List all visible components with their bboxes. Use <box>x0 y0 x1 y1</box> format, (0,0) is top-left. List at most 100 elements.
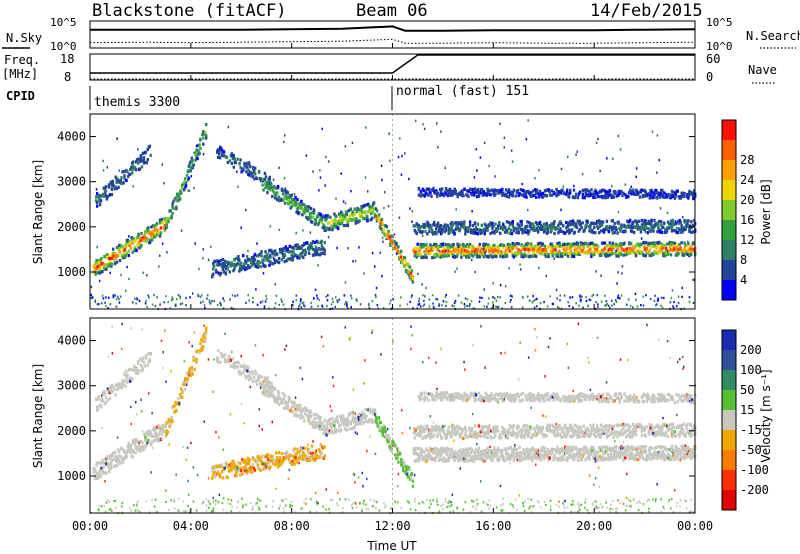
scatter-cell <box>106 455 109 459</box>
scatter-cell <box>553 257 555 260</box>
scatter-cell <box>442 246 446 250</box>
scatter-cell <box>242 254 245 258</box>
scatter-cell <box>142 157 146 161</box>
scatter-cell <box>347 307 349 310</box>
scatter-cell <box>350 297 353 300</box>
scatter-cell <box>277 195 281 199</box>
scatter-cell <box>595 141 598 145</box>
scatter-cell <box>371 205 374 209</box>
scatter-cell <box>645 294 647 297</box>
scatter-cell <box>349 420 352 424</box>
scatter-cell <box>232 269 235 273</box>
scatter-cell <box>186 169 190 173</box>
scatter-cell <box>272 262 275 266</box>
scatter-cell <box>479 190 483 195</box>
freq-left-tick-top: 18 <box>60 52 74 66</box>
scatter-cell <box>295 247 298 251</box>
scatter-cell <box>229 364 233 368</box>
scatter-cell <box>274 249 277 253</box>
scatter-cell <box>568 230 572 234</box>
scatter-cell <box>674 194 677 198</box>
scatter-cell <box>212 262 215 266</box>
scatter-cell <box>268 381 271 385</box>
scatter-cell <box>566 252 569 256</box>
scatter-cell <box>468 189 471 194</box>
scatter-cell <box>310 421 314 425</box>
scatter-cell <box>97 407 100 411</box>
scatter-cell <box>658 219 661 223</box>
scatter-cell <box>125 455 129 459</box>
scatter-cell <box>657 222 660 226</box>
scatter-cell <box>635 189 639 193</box>
scatter-cell <box>158 430 162 434</box>
scatter-cell <box>376 424 380 428</box>
scatter-cell <box>645 226 648 230</box>
scatter-cell <box>334 420 337 424</box>
scatter-cell <box>159 231 163 235</box>
scatter-cell <box>231 365 234 369</box>
scatter-cell <box>333 430 336 434</box>
scatter-cell <box>266 455 269 459</box>
scatter-cell <box>216 271 219 274</box>
scatter-cell <box>255 262 258 266</box>
scatter-cell <box>147 352 150 356</box>
scatter-cell <box>345 213 349 217</box>
scatter-cell <box>397 245 400 249</box>
scatter-cell <box>609 244 612 248</box>
scatter-cell <box>377 418 381 422</box>
scatter-cell <box>558 190 561 194</box>
scatter-cell <box>265 465 268 469</box>
scatter-cell <box>581 172 584 176</box>
scatter-cell <box>170 415 173 420</box>
scatter-cell <box>693 241 696 246</box>
scatter-cell <box>130 449 133 454</box>
scatter-cell <box>191 166 194 170</box>
scatter-cell <box>313 297 315 300</box>
scatter-cell <box>622 191 625 195</box>
scatter-cell <box>197 149 200 153</box>
scatter-cell <box>382 229 385 233</box>
scatter-cell <box>116 456 120 460</box>
scatter-cell <box>365 203 368 207</box>
scatter-cell <box>248 161 251 164</box>
scatter-cell <box>341 218 345 222</box>
scatter-cell <box>406 303 409 306</box>
scatter-cell <box>584 190 587 194</box>
scatter-cell <box>688 189 691 193</box>
scatter-cell <box>155 436 159 440</box>
scatter-cell <box>474 231 478 235</box>
scatter-cell <box>287 199 290 203</box>
scatter-cell <box>580 226 583 230</box>
scatter-cell <box>291 400 294 404</box>
scatter-cell <box>578 227 581 232</box>
scatter-cell <box>102 297 105 300</box>
scatter-cell <box>323 241 326 245</box>
scatter-cell <box>343 213 347 218</box>
scatter-cell <box>693 278 695 281</box>
scatter-cell <box>143 236 146 240</box>
scatter-cell <box>643 228 646 232</box>
scatter-cell <box>132 164 135 168</box>
scatter-cell <box>145 239 148 243</box>
scatter-cell <box>473 222 477 226</box>
scatter-cell <box>686 222 689 226</box>
scatter-cell <box>507 195 511 199</box>
scatter-cell <box>118 461 122 465</box>
scatter-cell <box>256 242 258 245</box>
scatter-cell <box>217 260 221 264</box>
scatter-cell <box>198 267 200 271</box>
scatter-cell <box>179 393 182 397</box>
scatter-cell <box>490 307 493 310</box>
scatter-cell <box>197 293 199 296</box>
scatter-cell <box>192 358 195 362</box>
scatter-cell <box>301 302 304 305</box>
scatter-cell <box>481 296 483 299</box>
scatter-cell <box>603 193 607 197</box>
scatter-cell <box>180 191 183 195</box>
scatter-cell <box>690 245 693 249</box>
scatter-cell <box>96 200 99 204</box>
scatter-cell <box>259 468 262 473</box>
scatter-cell <box>108 254 111 258</box>
scatter-cell <box>253 178 255 181</box>
scatter-cell <box>467 229 470 233</box>
